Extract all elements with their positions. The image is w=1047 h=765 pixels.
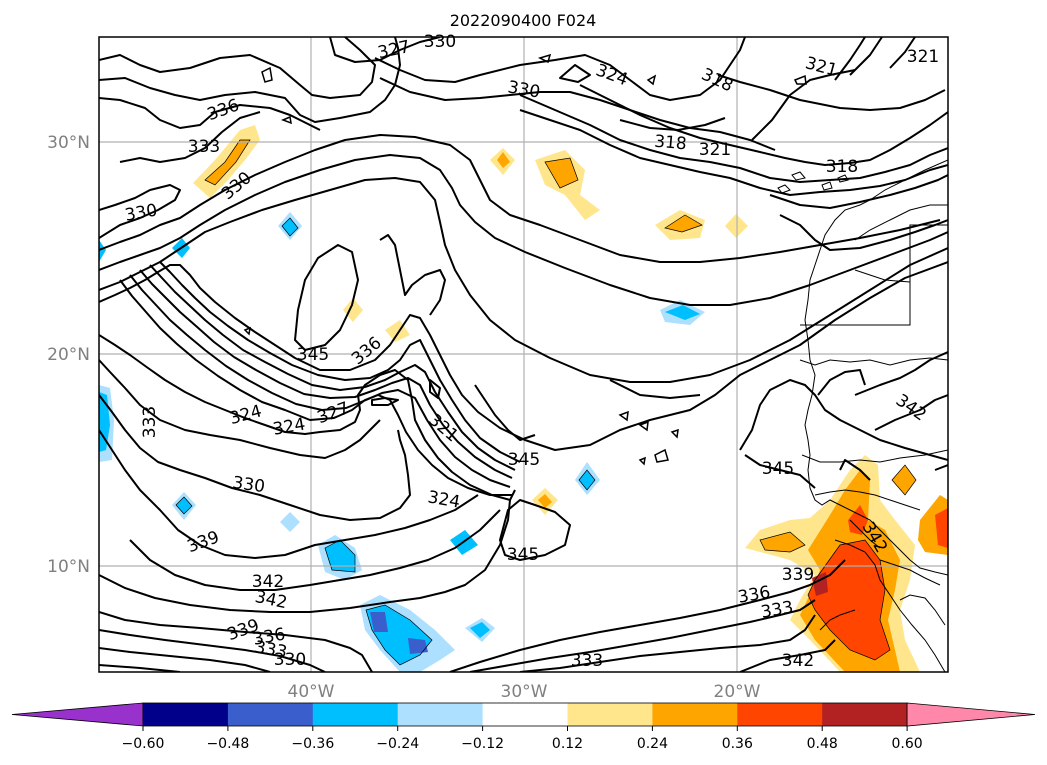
positive-shading: [193, 125, 948, 672]
figure-title: 2022090400 F024: [450, 11, 597, 30]
colorbar-tick-label: 0.12: [552, 736, 583, 752]
contour-lines: [99, 37, 948, 672]
coastline: [777, 159, 948, 672]
colorbar-cell: [143, 703, 229, 726]
colorbar-cell: [822, 703, 908, 726]
colorbar-tick-label: 0.48: [807, 736, 838, 752]
colorbar-tick-label: −0.24: [376, 736, 419, 752]
contour-label: 345: [507, 545, 539, 565]
lon-label: 30°W: [501, 682, 548, 702]
contour-label: 321: [699, 140, 731, 160]
lon-label: 40°W: [288, 682, 335, 702]
colorbar: −0.60 −0.48 −0.36 −0.24 −0.12 0.12 0.24 0.36 0.4…: [11, 702, 1036, 752]
colorbar-tick-label: 0.36: [722, 736, 753, 752]
contour-label: 342: [782, 651, 814, 671]
shading-outlines: [175, 139, 917, 666]
lon-label: 20°W: [714, 682, 761, 702]
colorbar-tick-label: −0.60: [122, 736, 165, 752]
colorbar-cell: [737, 703, 823, 726]
colorbar-cell: [482, 703, 568, 726]
contour-label: 342: [252, 572, 284, 592]
axis-labels: 30°N 20°N 10°N 40°W 30°W 20°W: [47, 133, 761, 702]
contour-label: 330: [274, 650, 306, 670]
gridlines: [99, 37, 948, 672]
colorbar-cell: [567, 703, 653, 726]
contour-label: 345: [508, 450, 540, 470]
colorbar-cell: [227, 703, 314, 726]
colorbar-tick-label: 0.24: [637, 736, 668, 752]
colorbar-outline: [142, 702, 908, 727]
contour-label: 345: [297, 345, 329, 365]
map-frame: [98, 36, 949, 673]
lat-label: 30°N: [47, 133, 90, 153]
contour-label: 345: [762, 459, 794, 479]
lat-label: 10°N: [47, 557, 90, 577]
colorbar-extend-max: [906, 702, 1036, 727]
contour-label: 330: [231, 473, 266, 497]
colorbar-tick-label: −0.48: [206, 736, 249, 752]
colorbar-extend-min: [11, 702, 144, 727]
colorbar-tick-label: −0.36: [291, 736, 334, 752]
contour-label: 333: [140, 406, 160, 438]
contour-label: 321: [907, 47, 939, 67]
colorbar-cell: [312, 703, 399, 726]
contour-label: 318: [653, 132, 687, 155]
contour-label: 330: [424, 32, 456, 52]
contour-label: 339: [782, 565, 814, 585]
small-contours: [243, 53, 807, 466]
colorbar-cell: [397, 703, 484, 726]
colorbar-cell: [652, 703, 738, 726]
contour-label: 333: [188, 137, 220, 157]
colorbar-tick-label: −0.12: [461, 736, 504, 752]
lat-label: 20°N: [47, 345, 90, 365]
map-area: [99, 37, 948, 672]
contour-label: 333: [571, 651, 603, 671]
colorbar-tick-label: 0.60: [892, 736, 923, 752]
contour-label: 318: [826, 157, 858, 177]
negative-shading: [99, 212, 705, 672]
